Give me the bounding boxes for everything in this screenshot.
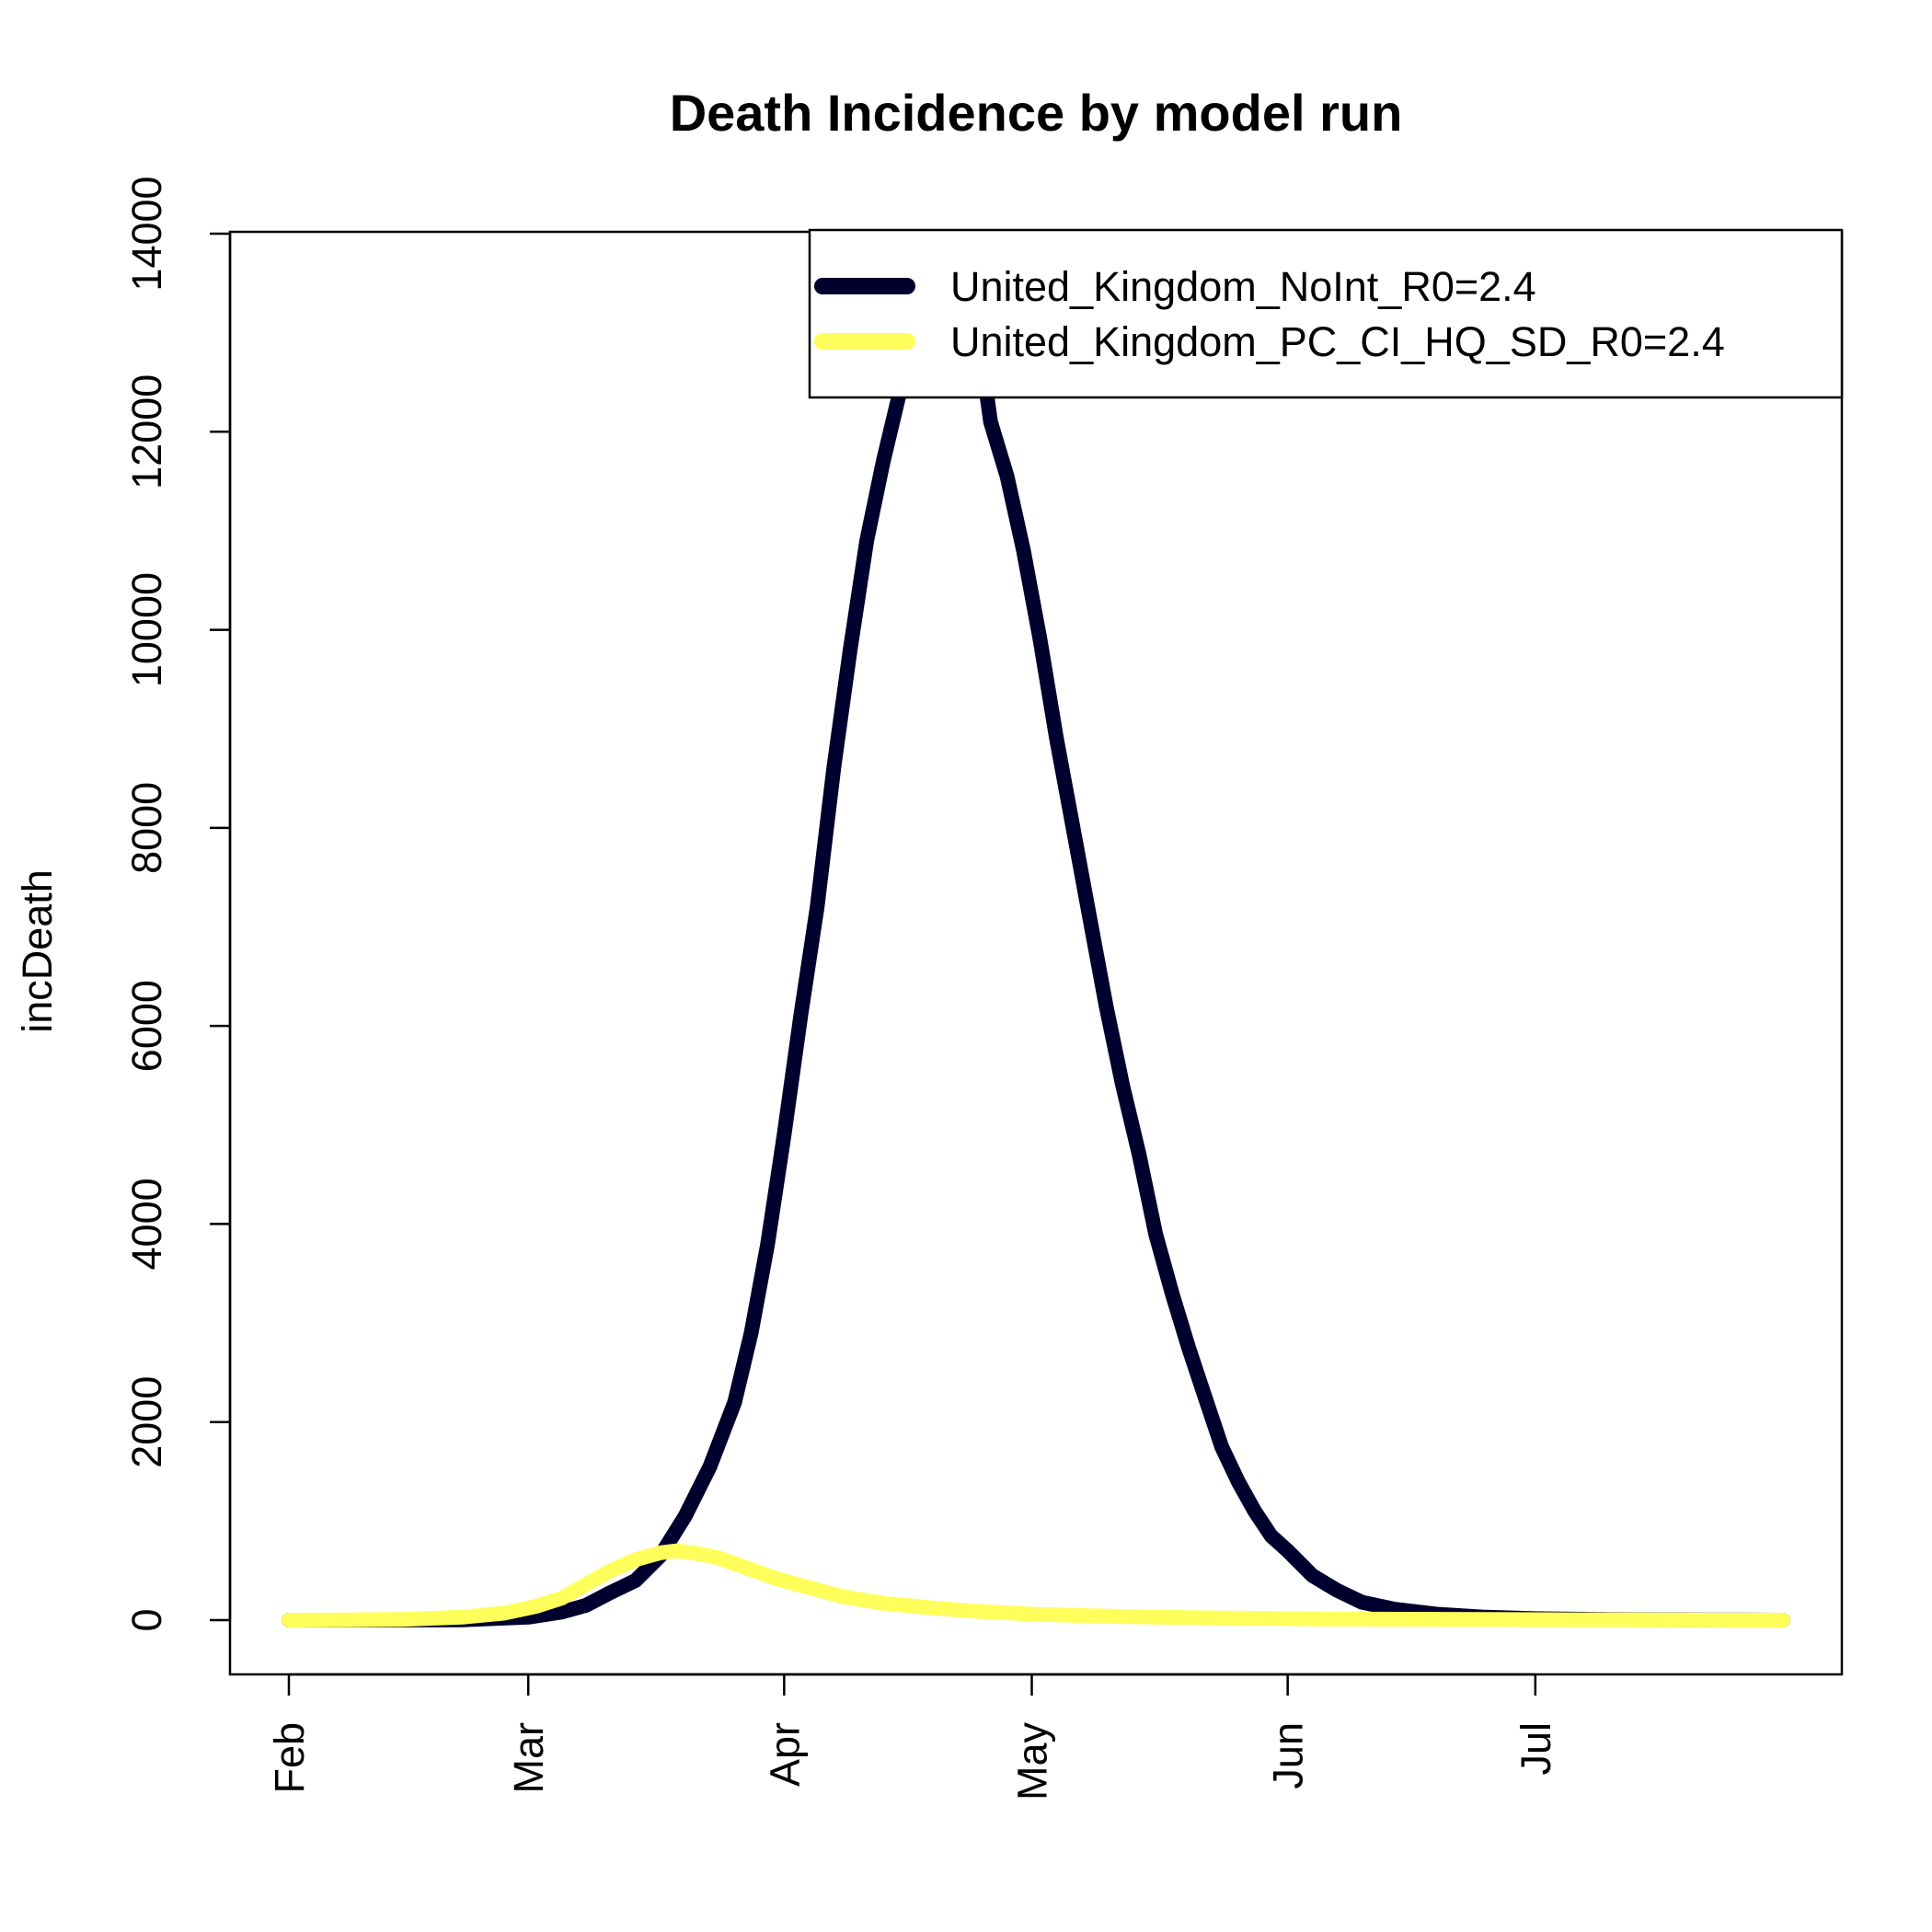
legend-label-interventions: United_Kingdom_PC_CI_HQ_SD_R0=2.4 xyxy=(950,318,1725,365)
y-tick-label-8000: 8000 xyxy=(123,782,170,874)
legend: United_Kingdom_NoInt_R0=2.4 United_Kingd… xyxy=(808,228,1844,399)
x-tick-label-may: May xyxy=(1009,1722,1056,1801)
series-line-0 xyxy=(282,354,1790,1627)
y-tick-label-6000: 6000 xyxy=(123,980,170,1072)
legend-box xyxy=(808,228,1844,399)
series-layer xyxy=(282,354,1790,1627)
y-axis-label: incDeath xyxy=(14,869,61,1033)
y-tick-label-2000: 2000 xyxy=(123,1376,170,1468)
x-tick-label-jul: Jul xyxy=(1512,1722,1559,1776)
chart-title: Death Incidence by model run xyxy=(670,84,1403,142)
x-tick-label-mar: Mar xyxy=(505,1722,552,1794)
y-tick-label-0: 0 xyxy=(123,1608,170,1631)
legend-label-nointervention: United_Kingdom_NoInt_R0=2.4 xyxy=(950,263,1536,310)
series-line-1 xyxy=(282,1543,1790,1627)
x-tick-label-feb: Feb xyxy=(266,1722,313,1794)
y-axis: 0 2000 4000 6000 8000 10000 12000 14000 xyxy=(123,176,232,1632)
x-tick-label-jun: Jun xyxy=(1265,1722,1312,1789)
y-tick-label-14000: 14000 xyxy=(123,176,170,291)
y-tick-label-4000: 4000 xyxy=(123,1178,170,1270)
x-tick-label-apr: Apr xyxy=(761,1722,808,1787)
x-axis: Feb Mar Apr May Jun Jul xyxy=(266,1673,1559,1801)
y-tick-label-12000: 12000 xyxy=(123,374,170,489)
y-tick-label-10000: 10000 xyxy=(123,572,170,687)
plot-frame xyxy=(228,230,1844,1676)
